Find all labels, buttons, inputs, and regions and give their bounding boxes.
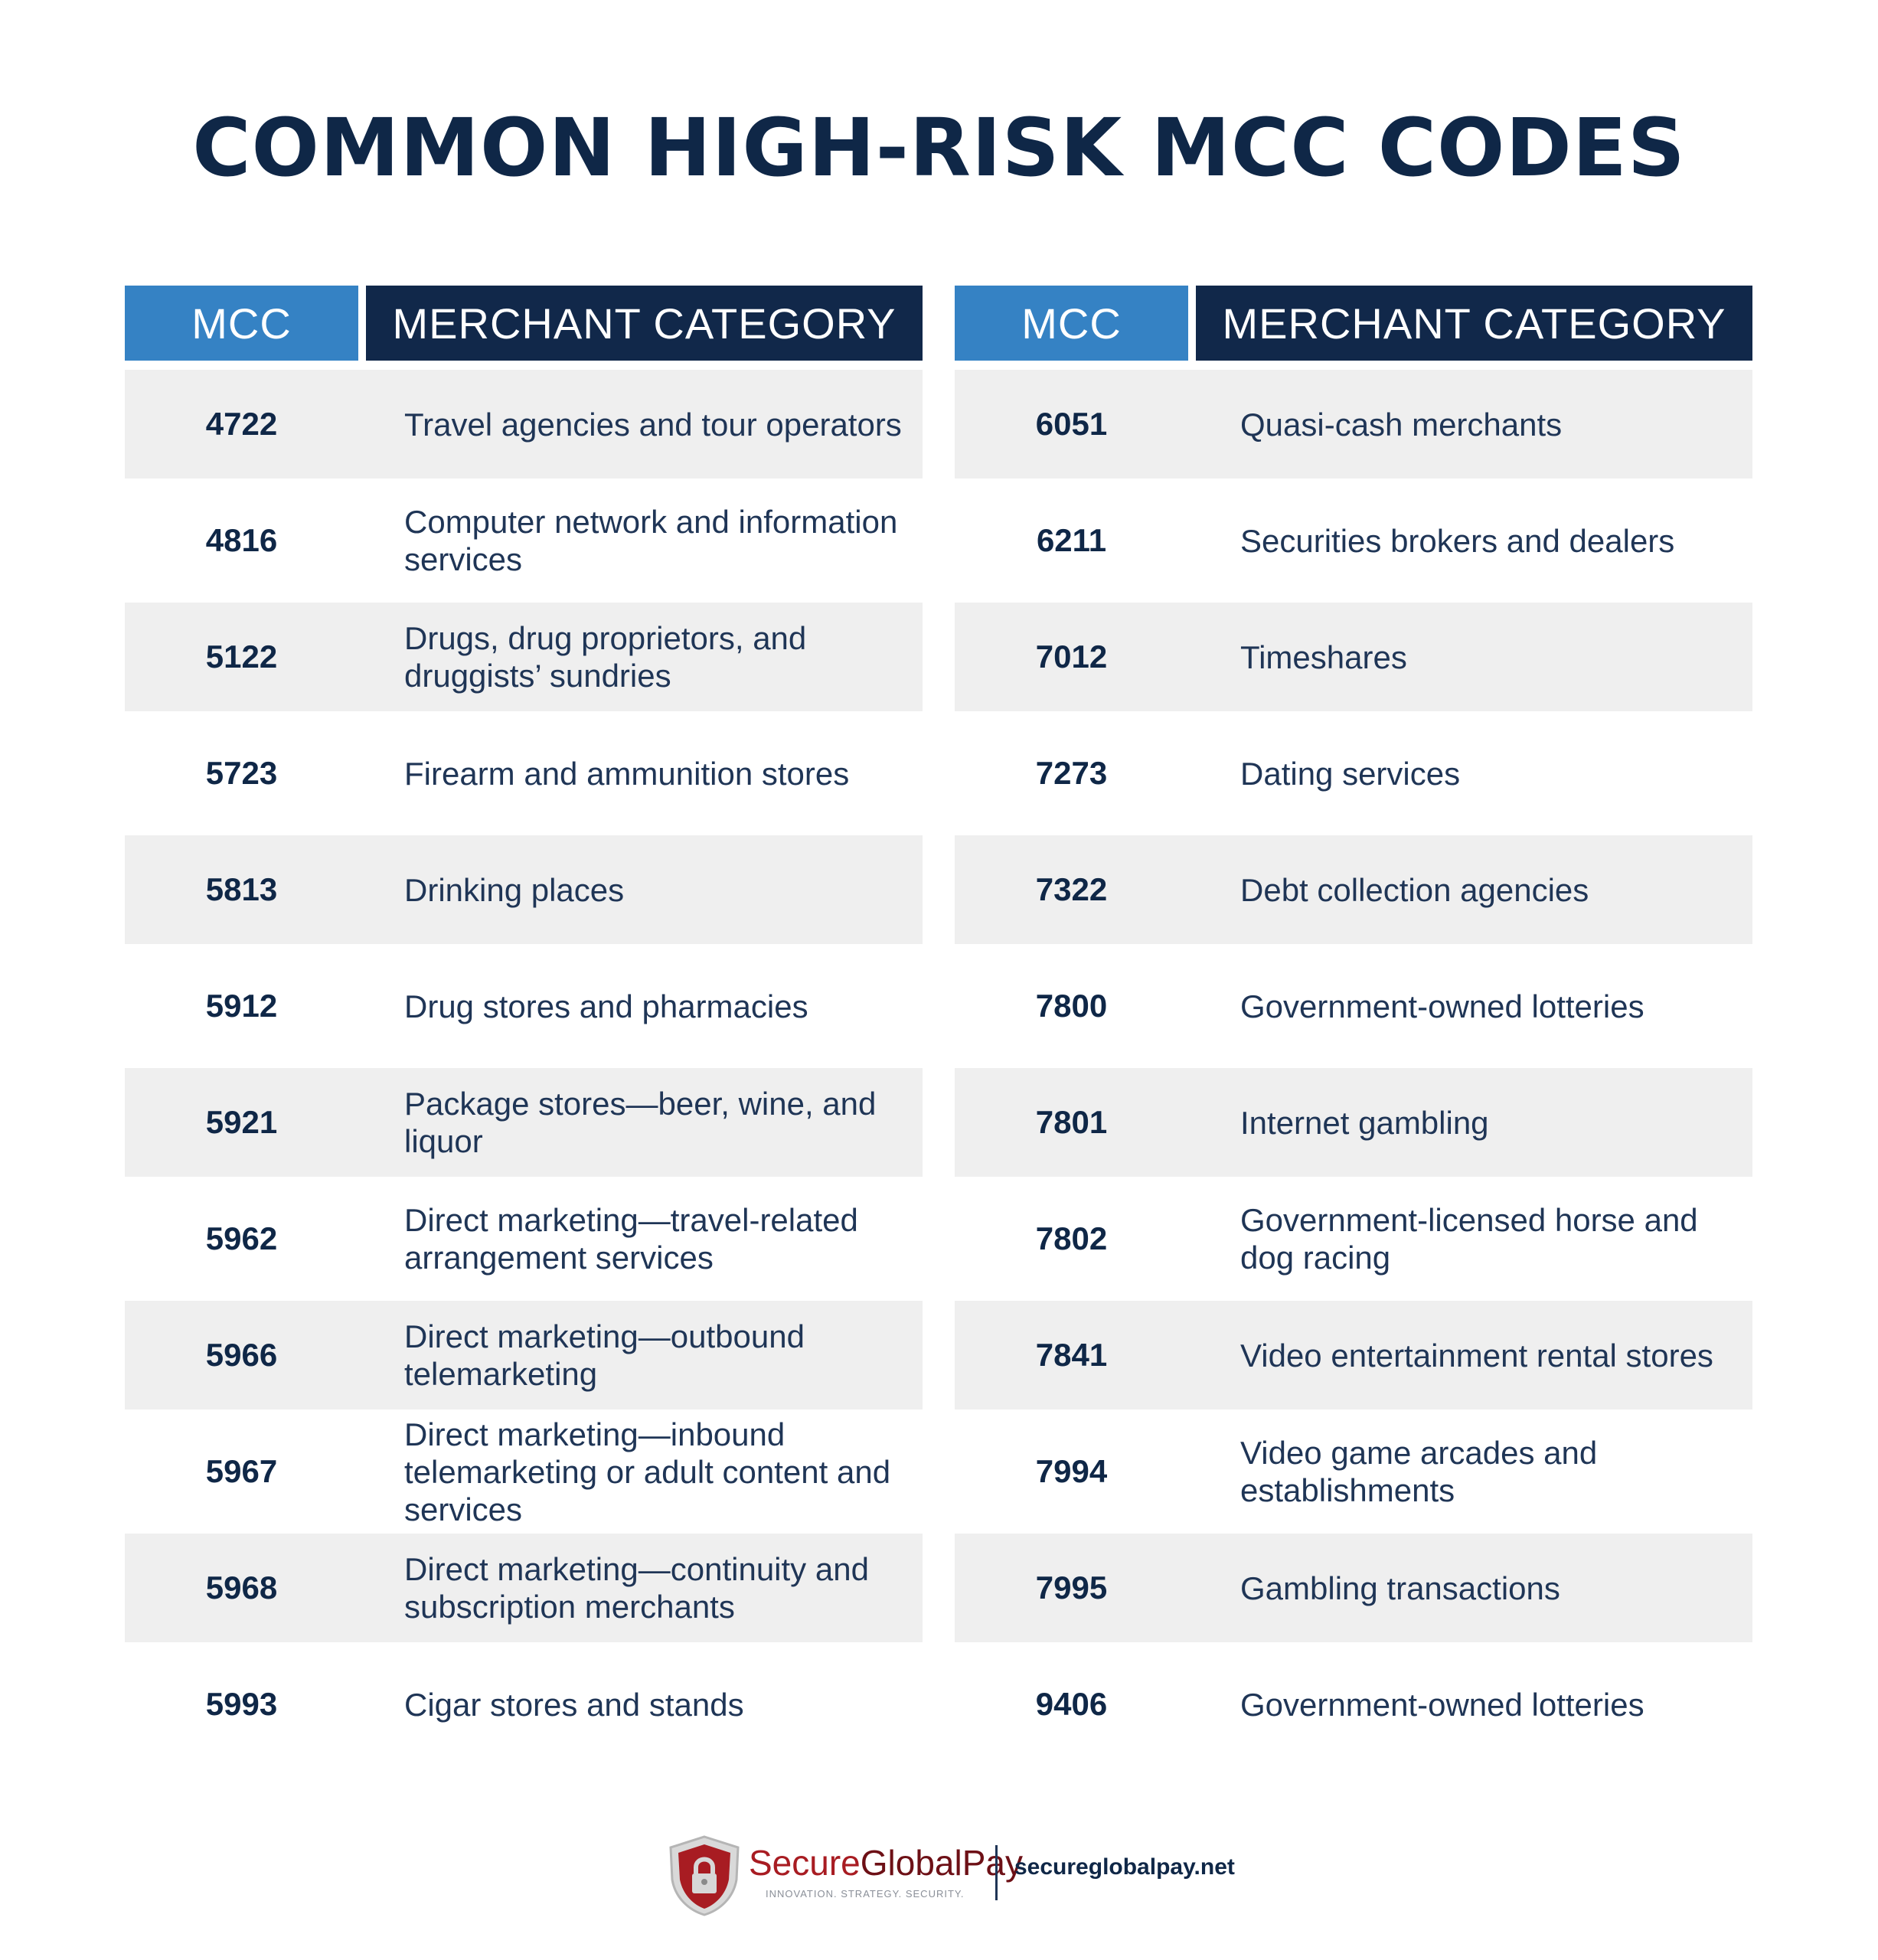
page-title: COMMON HIGH-RISK MCC CODES [192, 101, 1686, 194]
merchant-category: Government-owned lotteries [1240, 988, 1644, 1024]
mcc-table-left: MCC MERCHANT CATEGORY 4722 Travel agencie… [125, 286, 923, 1759]
mcc-code: 7273 [1035, 755, 1108, 791]
table-row: 5962 Direct marketing—travel-related arra… [125, 1184, 923, 1293]
column-header-mcc: MCC [125, 286, 358, 361]
mcc-code: 7801 [1035, 1104, 1108, 1140]
merchant-category: Gambling transactions [1240, 1570, 1560, 1606]
merchant-category: Video game arcades and establishments [1240, 1435, 1598, 1508]
column-header-category: MERCHANT CATEGORY [1196, 286, 1752, 361]
mcc-code: 5723 [205, 755, 278, 791]
table-row: 5968 Direct marketing—continuity and subs… [125, 1534, 923, 1642]
merchant-category: Debt collection agencies [1240, 871, 1589, 908]
brand-name: SecureGlobalPay [749, 1841, 1023, 1884]
shield-lock-icon [669, 1835, 740, 1916]
mcc-code: 5967 [205, 1453, 278, 1489]
column-header-mcc: MCC [955, 286, 1188, 361]
table-row: 5967 Direct marketing—inbound telemarketi… [125, 1416, 923, 1527]
table-row: 5912 Drug stores and pharmacies [125, 952, 923, 1060]
table-row: 5723 Firearm and ammunition stores [125, 719, 923, 828]
table-row: 7322 Debt collection agencies [955, 835, 1752, 944]
mcc-code: 7841 [1035, 1337, 1108, 1373]
mcc-code: 5962 [205, 1220, 278, 1256]
mcc-code: 5993 [205, 1686, 278, 1722]
table-row: 7273 Dating services [955, 719, 1752, 828]
merchant-category: Package stores—beer, wine, and liquor [404, 1086, 877, 1159]
merchant-category: Computer network and information service… [404, 504, 898, 577]
merchant-category: Government-owned lotteries [1240, 1686, 1644, 1723]
mcc-code: 7802 [1035, 1220, 1108, 1256]
mcc-code: 5966 [205, 1337, 278, 1373]
merchant-category: Firearm and ammunition stores [404, 755, 850, 792]
table-row: 5993 Cigar stores and stands [125, 1650, 923, 1759]
table-row: 7841 Video entertainment rental stores [955, 1301, 1752, 1410]
mcc-code: 9406 [1035, 1686, 1108, 1722]
brand-tagline: INNOVATION. STRATEGY. SECURITY. [766, 1888, 965, 1900]
merchant-category: Securities brokers and dealers [1240, 522, 1675, 559]
mcc-code: 7994 [1035, 1453, 1108, 1489]
mcc-code: 5912 [205, 988, 278, 1024]
table-row: 7012 Timeshares [955, 603, 1752, 711]
table-row: 5122 Drugs, drug proprietors, and druggis… [125, 603, 923, 711]
table-row: 4816 Computer network and information ser… [125, 486, 923, 595]
mcc-code: 5968 [205, 1570, 278, 1606]
merchant-category: Cigar stores and stands [404, 1686, 744, 1723]
brand-global: GlobalPay [860, 1843, 1023, 1883]
table-row: 9406 Government-owned lotteries [955, 1650, 1752, 1759]
mcc-code: 7322 [1035, 871, 1108, 907]
mcc-table-right: MCC MERCHANT CATEGORY 6051 Quasi-cash mer… [955, 286, 1752, 1759]
mcc-code: 6051 [1035, 406, 1108, 442]
table-header: MCC MERCHANT CATEGORY [125, 286, 923, 361]
mcc-code: 5813 [205, 871, 278, 907]
table-row: 6211 Securities brokers and dealers [955, 486, 1752, 595]
table-row: 7801 Internet gambling [955, 1068, 1752, 1177]
merchant-category: Direct marketing—continuity and subscrip… [404, 1551, 869, 1625]
table-row: 7994 Video game arcades and establishment… [955, 1417, 1752, 1526]
table-row: 6051 Quasi-cash merchants [955, 370, 1752, 479]
merchant-category: Drinking places [404, 871, 625, 908]
mcc-code: 4722 [205, 406, 278, 442]
merchant-category: Timeshares [1240, 639, 1407, 675]
table-row: 7995 Gambling transactions [955, 1534, 1752, 1642]
merchant-category: Video entertainment rental stores [1240, 1337, 1713, 1374]
merchant-category: Dating services [1240, 755, 1461, 792]
merchant-category: Drugs, drug proprietors, and druggists’ … [404, 620, 807, 694]
mcc-code: 5122 [205, 639, 278, 675]
merchant-category: Drug stores and pharmacies [404, 988, 808, 1024]
brand-secure: Secure [749, 1843, 861, 1883]
merchant-category: Travel agencies and tour operators [404, 406, 902, 443]
mcc-code: 4816 [205, 522, 278, 558]
website-link[interactable]: secureglobalpay.net [1014, 1854, 1235, 1880]
merchant-category: Government-licensed horse and dog racing [1240, 1202, 1698, 1276]
mcc-code: 7995 [1035, 1570, 1108, 1606]
table-header: MCC MERCHANT CATEGORY [955, 286, 1752, 361]
merchant-category: Direct marketing—travel-related arrangem… [404, 1202, 858, 1276]
merchant-category: Internet gambling [1240, 1104, 1489, 1141]
merchant-category: Direct marketing—inbound telemarketing o… [404, 1416, 891, 1527]
table-row: 7800 Government-owned lotteries [955, 952, 1752, 1060]
footer-divider [995, 1845, 998, 1900]
table-row: 4722 Travel agencies and tour operators [125, 370, 923, 479]
table-row: 5966 Direct marketing—outbound telemarket… [125, 1301, 923, 1410]
mcc-code: 6211 [1036, 522, 1107, 558]
mcc-code: 7012 [1035, 639, 1108, 675]
table-row: 5921 Package stores—beer, wine, and liquo… [125, 1068, 923, 1177]
mcc-code: 7800 [1035, 988, 1108, 1024]
merchant-category: Direct marketing—outbound telemarketing [404, 1318, 805, 1392]
merchant-category: Quasi-cash merchants [1240, 406, 1563, 443]
table-row: 5813 Drinking places [125, 835, 923, 944]
table-row: 7802 Government-licensed horse and dog ra… [955, 1184, 1752, 1293]
column-header-category: MERCHANT CATEGORY [366, 286, 923, 361]
mcc-code: 5921 [205, 1104, 278, 1140]
